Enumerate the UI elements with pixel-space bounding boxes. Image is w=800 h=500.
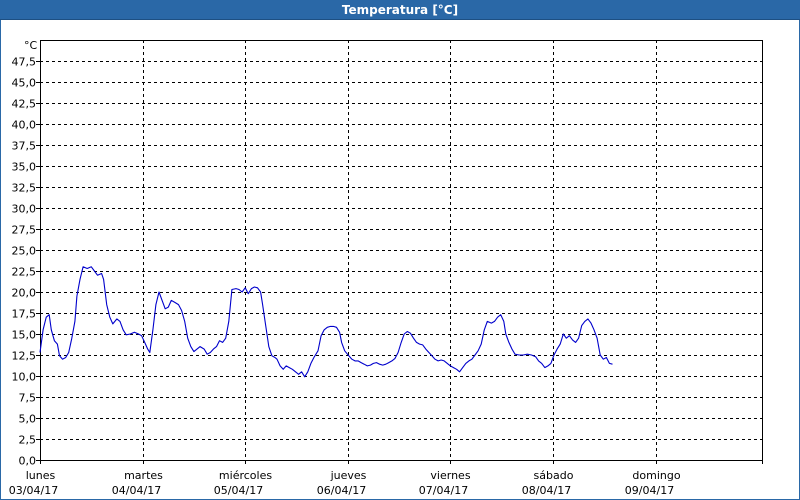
y-tick-label: 5,0 xyxy=(19,413,37,426)
y-tick-label: 30,0 xyxy=(12,203,37,216)
x-tick-date-label: 07/04/17 xyxy=(419,484,468,497)
x-tick-date-label: 05/04/17 xyxy=(214,484,263,497)
y-tick-label: 32,5 xyxy=(12,182,37,195)
y-tick-label: 10,0 xyxy=(12,371,37,384)
x-tick-day-label: sábado xyxy=(534,469,574,482)
axis-layer xyxy=(36,40,763,464)
y-tick-label: 27,5 xyxy=(12,224,37,237)
y-tick-label: 22,5 xyxy=(12,266,37,279)
plot-area-border xyxy=(40,40,763,461)
series-layer xyxy=(39,266,613,378)
x-tick-day-label: jueves xyxy=(330,469,367,482)
x-tick-day-label: miércoles xyxy=(219,469,272,482)
y-tick-label: 0,0 xyxy=(19,455,37,468)
y-tick-label: 2,5 xyxy=(19,434,37,447)
grid-layer xyxy=(40,40,762,460)
chart-title: Temperatura [°C] xyxy=(0,0,800,20)
x-tick-day-label: viernes xyxy=(430,469,470,482)
x-tick-day-label: domingo xyxy=(632,469,680,482)
y-tick-label: 25,0 xyxy=(12,245,37,258)
y-tick-label: 20,0 xyxy=(12,287,37,300)
x-tick-day-label: lunes xyxy=(26,469,56,482)
y-tick-label: 37,5 xyxy=(12,140,37,153)
y-tick-label: 35,0 xyxy=(12,161,37,174)
y-tick-label: 42,5 xyxy=(12,98,37,111)
x-tick-day-label: martes xyxy=(124,469,163,482)
y-tick-label: 40,0 xyxy=(12,119,37,132)
y-tick-label: 12,5 xyxy=(12,350,37,363)
y-axis-unit-label: °C xyxy=(24,39,38,52)
y-tick-label: 17,5 xyxy=(12,308,37,321)
temperature-series-line xyxy=(39,266,613,378)
x-tick-date-label: 06/04/17 xyxy=(317,484,366,497)
y-tick-label: 47,5 xyxy=(12,56,37,69)
x-tick-date-label: 03/04/17 xyxy=(9,484,58,497)
x-tick-date-label: 04/04/17 xyxy=(112,484,161,497)
y-tick-label: 15,0 xyxy=(12,329,37,342)
y-tick-label: 45,0 xyxy=(12,77,37,90)
x-tick-date-label: 08/04/17 xyxy=(522,484,571,497)
x-tick-date-label: 09/04/17 xyxy=(625,484,674,497)
y-tick-label: 7,5 xyxy=(19,392,37,405)
label-layer: 0,0 2,5 5,0 7,5 10,0 12,5 15,0 17,5 20,0 22,5 25,0… xyxy=(9,39,681,497)
